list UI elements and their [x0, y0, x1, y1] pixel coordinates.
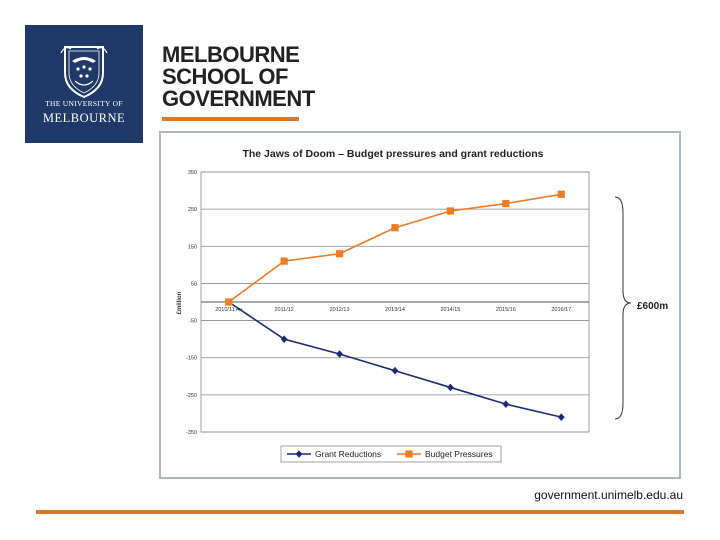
data-point: [336, 350, 343, 358]
school-title-line3: GOVERNMENT: [162, 86, 315, 111]
y-tick-label: 150: [188, 244, 197, 250]
y-axis-label: £million: [177, 291, 183, 314]
y-tick-label: 250: [188, 207, 197, 213]
y-tick-label: 350: [188, 170, 197, 176]
footer-divider: [36, 510, 684, 514]
y-tick-label: -250: [186, 393, 197, 399]
university-crest-icon: [60, 46, 108, 99]
x-tick-label: 2013/14: [385, 307, 405, 313]
website-url[interactable]: government.unimelb.edu.au: [534, 488, 683, 502]
title-underline: [162, 117, 299, 121]
x-tick-label: 2012/13: [330, 307, 350, 313]
university-logo: THE UNIVERSITY OF MELBOURNE: [25, 25, 143, 143]
series-line: [228, 301, 562, 418]
data-point: [391, 366, 399, 375]
line-chart: The Jaws of Doom – Budget pressures and …: [177, 148, 668, 463]
legend-label: Grant Reductions: [315, 449, 381, 459]
data-point: [225, 298, 233, 306]
data-point: [335, 250, 344, 258]
x-tick-label: 2011/12: [274, 307, 293, 313]
data-point: [502, 400, 510, 408]
legend-box: [280, 445, 502, 463]
chart-title: The Jaws of Doom – Budget pressures and …: [242, 148, 543, 160]
chart-frame: The Jaws of Doom – Budget pressures and …: [159, 131, 681, 479]
university-name-line2: MELBOURNE: [42, 111, 126, 125]
data-point: [405, 450, 413, 458]
data-point: [280, 335, 288, 343]
data-point: [280, 257, 288, 265]
y-tick-label: -350: [186, 430, 197, 436]
university-name-line1: THE UNIVERSITY OF: [45, 99, 123, 108]
x-tick-label: 2010/11 Av: [215, 307, 242, 313]
y-tick-label: -50: [189, 319, 197, 325]
data-point: [447, 383, 454, 392]
school-title: MELBOURNE SCHOOL OF GOVERNMENT: [162, 44, 315, 110]
x-tick-label: 2015/16: [496, 307, 516, 313]
data-point: [557, 413, 565, 421]
data-point: [391, 224, 399, 232]
legend-label: Budget Pressures: [425, 449, 493, 459]
school-title-line1: MELBOURNE: [162, 42, 300, 67]
y-tick-label: -150: [186, 356, 197, 362]
x-tick-label: 2016/17: [551, 307, 571, 313]
data-point: [557, 190, 565, 198]
data-point: [446, 207, 455, 215]
x-tick-label: 2014/15: [440, 307, 460, 313]
series-line: [228, 193, 562, 303]
bracket-annotation: [614, 196, 632, 420]
school-title-line2: SCHOOL OF: [162, 64, 288, 89]
y-tick-label: 50: [191, 281, 197, 287]
annotation-label: £600m: [637, 301, 668, 312]
data-point: [502, 199, 510, 208]
